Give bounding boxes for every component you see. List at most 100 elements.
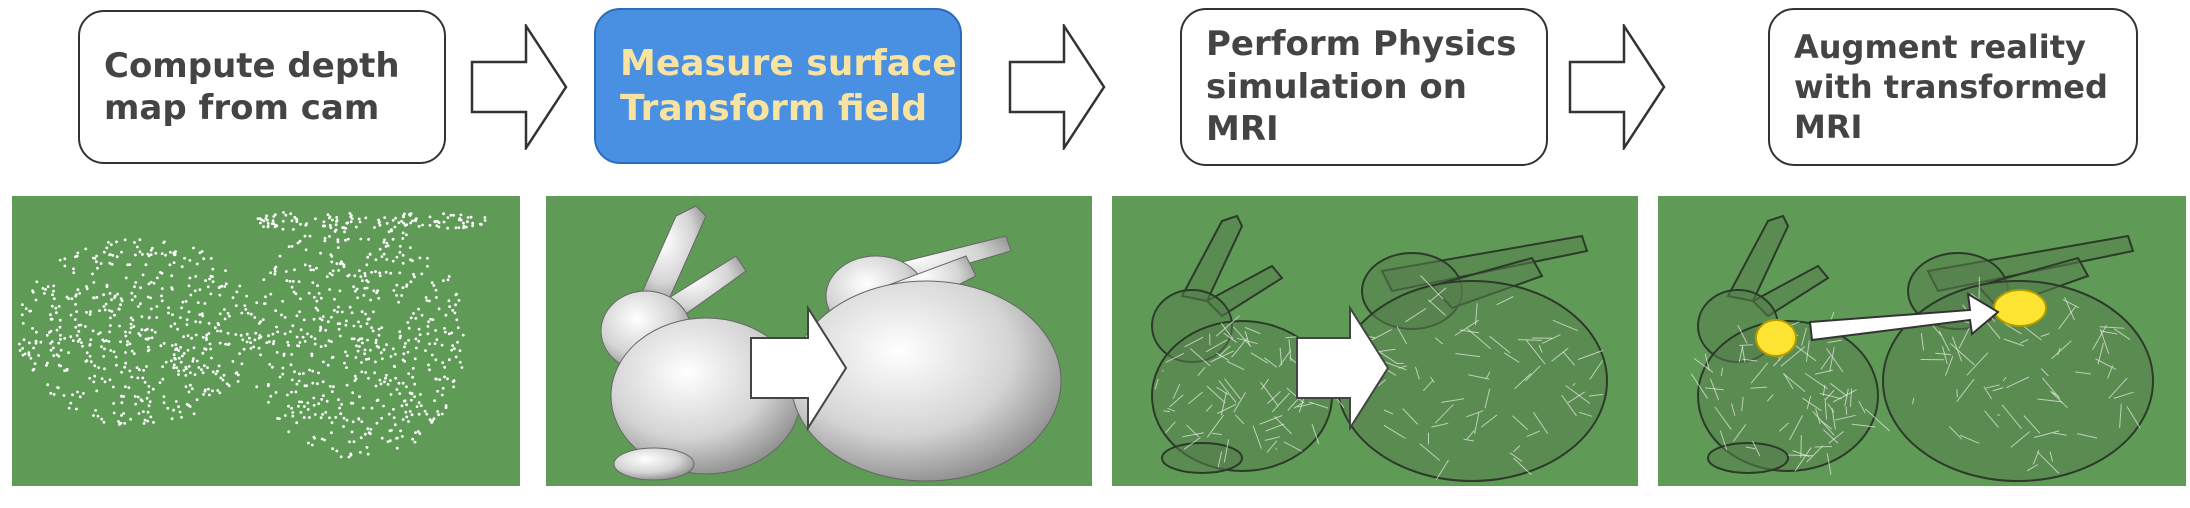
depth-point: [150, 328, 154, 332]
depth-point: [72, 271, 76, 275]
depth-point: [98, 309, 101, 313]
depth-point: [115, 363, 118, 367]
depth-point: [325, 275, 329, 278]
depth-point: [194, 320, 198, 323]
depth-point: [363, 272, 367, 275]
depth-point: [295, 218, 299, 221]
mesh-edge: [1197, 366, 1206, 377]
depth-point: [44, 288, 47, 291]
depth-point: [254, 331, 258, 335]
depth-point: [400, 404, 404, 408]
depth-point: [18, 349, 22, 352]
depth-point: [403, 359, 406, 363]
depth-point: [124, 334, 128, 338]
mesh-edge: [1827, 403, 1835, 413]
depth-point: [162, 395, 166, 398]
depth-point: [184, 365, 188, 369]
depth-point: [69, 335, 73, 339]
depth-point: [207, 332, 211, 335]
mesh-edge: [1824, 398, 1827, 420]
depth-point: [363, 432, 367, 436]
mesh-edge: [1374, 348, 1398, 365]
depth-point: [363, 274, 367, 278]
depth-point: [59, 348, 63, 352]
depth-point: [55, 311, 58, 315]
depth-point: [309, 268, 313, 272]
depth-point: [307, 441, 310, 445]
depth-point: [78, 338, 82, 341]
mesh-edge: [1233, 392, 1246, 413]
depth-point: [419, 393, 422, 396]
depth-point: [57, 354, 61, 358]
depth-point: [275, 351, 279, 354]
depth-point: [129, 316, 133, 320]
depth-point: [203, 364, 206, 367]
depth-point: [146, 252, 150, 256]
marker-source: [1755, 319, 1797, 357]
depth-point: [418, 256, 422, 260]
depth-point: [63, 369, 66, 372]
depth-point: [129, 417, 132, 421]
depth-point: [55, 328, 59, 332]
depth-point: [313, 295, 316, 299]
depth-point: [141, 376, 145, 380]
depth-point: [82, 392, 85, 395]
depth-point: [328, 224, 332, 227]
depth-point: [262, 278, 266, 281]
depth-point: [119, 297, 123, 300]
mesh-edge: [1851, 423, 1876, 428]
depth-point: [21, 322, 25, 325]
depth-point: [158, 271, 162, 274]
depth-point: [272, 342, 275, 346]
depth-point: [177, 356, 181, 360]
depth-point: [35, 280, 39, 284]
depth-point: [349, 220, 353, 224]
depth-point: [400, 294, 403, 297]
depth-point: [334, 416, 338, 419]
mesh-edge: [1801, 327, 1807, 346]
depth-point: [454, 303, 457, 307]
depth-point: [330, 431, 333, 435]
depth-point: [74, 325, 78, 329]
depth-point: [394, 216, 397, 220]
depth-point: [272, 222, 276, 226]
depth-point: [415, 405, 419, 408]
depth-point: [85, 311, 88, 314]
depth-point: [142, 369, 146, 372]
depth-point: [43, 292, 46, 295]
depth-point: [443, 365, 447, 369]
depth-point: [136, 376, 140, 380]
depth-point: [302, 372, 305, 375]
depth-point: [402, 352, 406, 356]
depth-point: [454, 226, 458, 230]
depth-point: [63, 264, 67, 268]
depth-point: [119, 340, 122, 344]
depth-point: [428, 342, 431, 346]
depth-point: [281, 366, 285, 370]
mesh-edge: [2113, 391, 2134, 399]
depth-point: [273, 272, 277, 276]
mesh-edge: [1709, 378, 1720, 400]
depth-point: [324, 344, 327, 348]
depth-point: [85, 351, 89, 355]
depth-point: [208, 393, 211, 397]
depth-point: [201, 314, 205, 318]
depth-point: [151, 387, 155, 391]
mesh-edge: [1480, 414, 1498, 428]
depth-point: [440, 393, 444, 397]
mesh-edge: [1825, 389, 1835, 401]
mesh-edge: [1532, 411, 1549, 435]
depth-point: [398, 271, 402, 275]
depth-point: [245, 332, 249, 336]
depth-point: [179, 346, 183, 349]
mesh-edge: [1517, 339, 1542, 341]
depth-point: [260, 218, 264, 222]
depth-point: [345, 383, 349, 387]
depth-point: [428, 299, 431, 303]
depth-point: [172, 408, 176, 412]
mesh-edge: [1935, 352, 1952, 356]
mesh-edge: [1286, 387, 1305, 404]
mesh-edge: [1513, 445, 1521, 453]
depth-point: [380, 436, 384, 440]
depth-point: [173, 253, 176, 257]
